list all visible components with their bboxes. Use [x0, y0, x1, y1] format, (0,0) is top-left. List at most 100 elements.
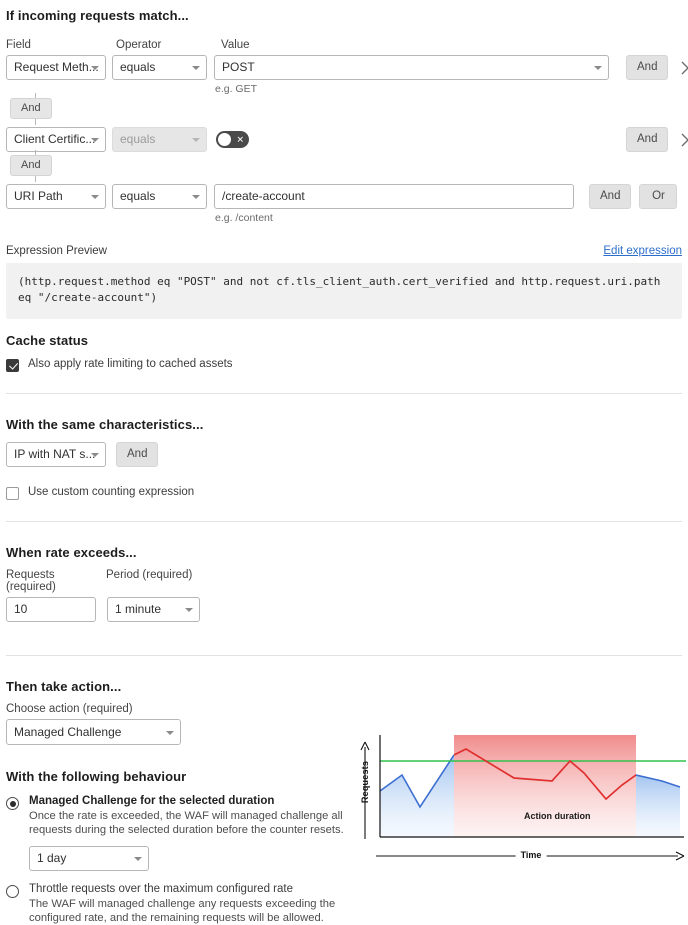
and-button-row-0[interactable]: And — [626, 55, 669, 80]
field-select-2-value: URI Path — [14, 189, 63, 203]
operator-select-0[interactable]: equals — [112, 55, 207, 80]
operator-select-0-value: equals — [120, 60, 156, 74]
value-select-0-value: POST — [222, 60, 255, 74]
expression-preview-header: Expression Preview Edit expression — [6, 245, 682, 257]
radio-throttle-title: Throttle requests over the maximum confi… — [29, 883, 293, 895]
operator-select-2-value: equals — [120, 189, 156, 203]
and-button-row-1[interactable]: And — [626, 127, 669, 152]
chart-y-axis: Requests — [358, 739, 372, 839]
chevron-down-icon — [192, 195, 200, 199]
radio-throttle[interactable] — [6, 885, 19, 898]
characteristic-select-value: IP with NAT s... — [14, 447, 96, 461]
characteristic-select[interactable]: IP with NAT s... — [6, 442, 106, 467]
custom-counting-checkbox-row[interactable]: Use custom counting expression — [6, 486, 682, 500]
value-input-2[interactable]: /create-account — [214, 184, 574, 209]
remove-row-0-button[interactable] — [677, 57, 688, 79]
operator-select-1: equals — [112, 127, 207, 152]
operator-select-1-value: equals — [120, 132, 156, 146]
radio-throttle-desc: The WAF will managed challenge any reque… — [29, 898, 336, 924]
column-header-operator: Operator — [116, 39, 162, 51]
column-header-value: Value — [221, 39, 250, 51]
chart-action-duration-label: Action duration — [524, 811, 591, 821]
divider — [6, 655, 682, 656]
action-select-value: Managed Challenge — [14, 725, 122, 739]
cache-status-title: Cache status — [6, 333, 89, 348]
action-select[interactable]: Managed Challenge — [6, 719, 181, 745]
rate-limit-illustration-chart: Requests — [358, 729, 686, 867]
and-chip-0[interactable]: And — [10, 98, 52, 119]
divider — [6, 393, 682, 394]
field-select-0[interactable]: Request Meth... — [6, 55, 106, 80]
connector-line-bottom — [35, 176, 36, 182]
choose-action-label: Choose action (required) — [6, 703, 133, 715]
radio-managed-challenge-title: Managed Challenge for the selected durat… — [29, 795, 275, 807]
characteristics-title: With the same characteristics... — [6, 417, 204, 432]
action-duration-band — [454, 735, 636, 837]
requests-label: Requests (required) — [6, 569, 56, 593]
value-select-0[interactable]: POST — [214, 55, 609, 80]
chart-plot-area — [379, 735, 686, 838]
field-select-0-value: Request Meth... — [14, 60, 99, 74]
chevron-down-icon — [594, 66, 602, 70]
match-section-title: If incoming requests match... — [6, 8, 189, 23]
chart-x-axis-label: Time — [515, 850, 547, 860]
characteristics-controls: IP with NAT s... And — [6, 442, 682, 467]
custom-counting-checkbox[interactable] — [6, 487, 19, 500]
column-header-field: Field — [6, 39, 31, 51]
characteristics-and-button[interactable]: And — [116, 442, 159, 467]
operator-select-2[interactable]: equals — [112, 184, 207, 209]
requests-input[interactable]: 10 — [6, 597, 96, 622]
rate-fields: 10 1 minute — [6, 597, 682, 622]
field-select-1[interactable]: Client Certific... — [6, 127, 106, 152]
chevron-down-icon — [166, 730, 174, 735]
rate-section-title: When rate exceeds... — [6, 545, 137, 560]
custom-counting-label: Use custom counting expression — [28, 486, 195, 498]
cached-assets-checkbox-row[interactable]: Also apply rate limiting to cached asset… — [6, 358, 682, 372]
divider — [6, 521, 682, 522]
and-chip-1[interactable]: And — [10, 155, 52, 176]
period-select[interactable]: 1 minute — [107, 597, 200, 622]
rule-row: Request Meth... equals POST e.g. GET And — [6, 55, 688, 95]
edit-expression-link[interactable]: Edit expression — [603, 245, 682, 257]
and-button-row-2[interactable]: And — [589, 184, 632, 209]
remove-row-1-button[interactable] — [677, 129, 688, 151]
period-select-value: 1 minute — [115, 602, 162, 616]
rule-row: Client Certific... equals ✕ And — [6, 127, 688, 152]
chevron-down-icon — [91, 453, 99, 457]
cross-icon: ✕ — [236, 134, 244, 144]
duration-select-value: 1 day — [37, 851, 67, 865]
chevron-down-icon — [185, 608, 193, 612]
cached-assets-checkbox[interactable] — [6, 359, 19, 372]
chevron-down-icon — [192, 138, 200, 142]
field-select-1-value: Client Certific... — [14, 132, 96, 146]
match-column-headers: Field Operator Value — [6, 39, 682, 51]
chevron-down-icon — [91, 138, 99, 142]
rule-row: URI Path equals /create-account e.g. /co… — [6, 184, 682, 224]
cached-assets-label: Also apply rate limiting to cached asset… — [28, 358, 233, 370]
connector-and-1: And — [6, 150, 682, 182]
value-hint-2: e.g. /content — [215, 212, 273, 224]
chevron-down-icon — [134, 857, 142, 861]
chevron-down-icon — [91, 66, 99, 70]
duration-select[interactable]: 1 day — [29, 846, 149, 871]
behaviour-section-title: With the following behaviour — [6, 769, 187, 784]
connector-line-top — [35, 150, 36, 155]
action-section-title: Then take action... — [6, 679, 122, 694]
field-select-2[interactable]: URI Path — [6, 184, 106, 209]
or-button-row-2[interactable]: Or — [639, 184, 678, 209]
value-hint-0: e.g. GET — [215, 83, 258, 95]
behaviour-option-managed-challenge[interactable]: Managed Challenge for the selected durat… — [6, 795, 682, 871]
exceeded-series-line — [454, 748, 636, 801]
behaviour-option-throttle[interactable]: Throttle requests over the maximum confi… — [6, 883, 682, 925]
radio-managed-challenge-desc: Once the rate is exceeded, the WAF will … — [29, 810, 344, 836]
cert-verified-toggle[interactable]: ✕ — [216, 131, 249, 148]
expression-preview-text: (http.request.method eq "POST" and not c… — [6, 263, 682, 319]
chart-y-axis-label: Requests — [360, 760, 370, 804]
rate-field-labels: Requests (required) Period (required) — [6, 569, 682, 593]
toggle-knob — [218, 133, 231, 146]
connector-line-bottom — [35, 119, 36, 125]
connector-and-0: And — [6, 93, 682, 125]
chart-x-axis: Time — [376, 849, 686, 867]
radio-managed-challenge[interactable] — [6, 797, 19, 810]
